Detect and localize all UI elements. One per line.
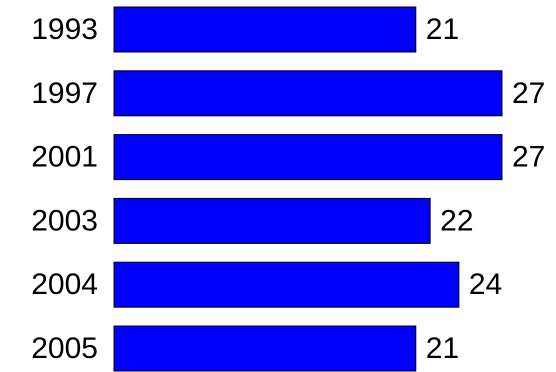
value-label-2005: 21 — [426, 332, 459, 365]
category-label-1997: 1997 — [31, 77, 98, 110]
bar-1997 — [113, 70, 503, 117]
bars — [113, 6, 503, 372]
category-label-2001: 2001 — [31, 141, 98, 174]
value-label-2004: 24 — [469, 268, 502, 301]
bar-2004 — [113, 261, 460, 308]
category-labels: 1993 1997 2001 2003 2004 2005 — [31, 13, 98, 365]
bar-2003 — [113, 197, 431, 244]
bar-1993 — [113, 6, 417, 53]
category-label-2003: 2003 — [31, 204, 98, 237]
value-labels: 21 27 27 22 24 21 — [426, 13, 546, 365]
bar-2001 — [113, 134, 503, 181]
value-label-1997: 27 — [512, 77, 545, 110]
bar-2005 — [113, 325, 417, 372]
category-label-2005: 2005 — [31, 332, 98, 365]
value-label-1993: 21 — [426, 13, 459, 46]
value-label-2003: 22 — [440, 204, 473, 237]
value-label-2001: 27 — [512, 141, 545, 174]
category-label-2004: 2004 — [31, 268, 98, 301]
category-label-1993: 1993 — [31, 13, 98, 46]
